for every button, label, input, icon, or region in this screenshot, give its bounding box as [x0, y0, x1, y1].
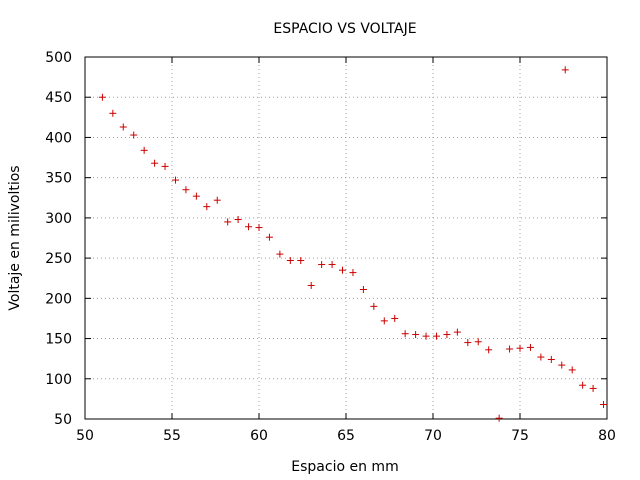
- x-tick-label: 65: [337, 428, 355, 444]
- data-point: [526, 343, 534, 351]
- data-point: [443, 331, 451, 339]
- y-tick-label: 250: [45, 251, 72, 267]
- y-tick-label: 500: [45, 50, 72, 66]
- data-point: [391, 314, 399, 322]
- data-points: [98, 66, 608, 422]
- data-point: [579, 381, 587, 389]
- axis-ticks: 50 55 60 65 70 75 80 50 100 150 200 250 300 350 400 450…: [45, 50, 616, 444]
- data-point: [453, 328, 461, 336]
- data-point: [328, 261, 336, 269]
- y-tick-label: 400: [45, 130, 72, 146]
- data-point: [297, 257, 305, 265]
- data-point: [380, 317, 388, 325]
- y-tick-label: 450: [45, 90, 72, 106]
- data-point: [339, 266, 347, 274]
- x-axis-label: Espacio en mm: [291, 459, 398, 475]
- data-point: [547, 355, 555, 363]
- x-tick-label: 75: [511, 428, 529, 444]
- data-point: [485, 346, 493, 354]
- data-point: [349, 269, 357, 277]
- data-point: [130, 131, 138, 139]
- data-point: [589, 384, 597, 392]
- data-point: [98, 93, 106, 101]
- y-tick-label: 50: [54, 412, 72, 428]
- y-tick-label: 200: [45, 291, 72, 307]
- data-point: [255, 224, 263, 232]
- data-point: [286, 257, 294, 265]
- x-tick-label: 80: [598, 428, 616, 444]
- data-point: [370, 302, 378, 310]
- data-point: [422, 332, 430, 340]
- data-point: [561, 66, 569, 74]
- data-point: [192, 192, 200, 200]
- data-point: [109, 109, 117, 117]
- x-tick-label: 55: [163, 428, 181, 444]
- data-point: [412, 331, 420, 339]
- data-point: [265, 233, 273, 241]
- data-point: [245, 223, 253, 231]
- data-point: [537, 353, 545, 361]
- data-point: [140, 146, 148, 154]
- data-point: [558, 361, 566, 369]
- y-tick-label: 300: [45, 211, 72, 227]
- y-axis-label: Voltaje en milivoltios: [7, 165, 23, 310]
- data-point: [171, 176, 179, 184]
- data-point: [474, 338, 482, 346]
- x-tick-label: 70: [424, 428, 442, 444]
- data-point: [495, 414, 503, 422]
- data-point: [213, 196, 221, 204]
- chart-title: ESPACIO VS VOLTAJE: [273, 21, 416, 37]
- data-point: [359, 285, 367, 293]
- data-point: [401, 330, 409, 338]
- data-point: [224, 218, 232, 226]
- x-tick-label: 50: [76, 428, 94, 444]
- data-point: [600, 401, 608, 409]
- data-point: [516, 344, 524, 352]
- y-tick-label: 150: [45, 332, 72, 348]
- data-point: [151, 159, 159, 167]
- data-point: [161, 162, 169, 170]
- data-point: [318, 261, 326, 269]
- data-point: [203, 203, 211, 211]
- data-point: [234, 215, 242, 223]
- data-point: [506, 345, 514, 353]
- data-point: [276, 250, 284, 258]
- data-point: [182, 186, 190, 194]
- x-tick-label: 60: [250, 428, 268, 444]
- data-point: [119, 123, 127, 131]
- y-tick-label: 350: [45, 171, 72, 187]
- y-tick-label: 100: [45, 372, 72, 388]
- data-point: [432, 332, 440, 340]
- data-point: [464, 339, 472, 347]
- data-point: [568, 366, 576, 374]
- data-point: [307, 281, 315, 289]
- grid: [85, 57, 607, 419]
